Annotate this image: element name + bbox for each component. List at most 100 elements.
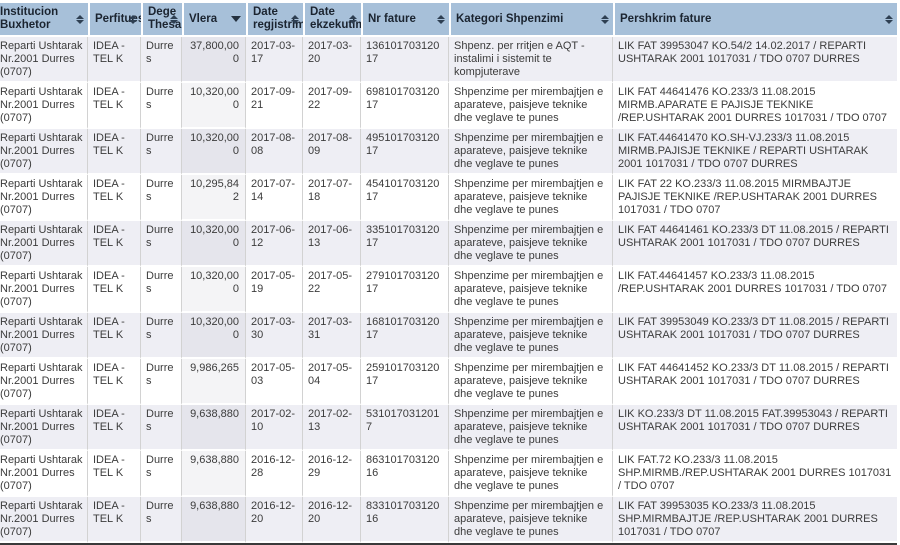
cell-date-ekzekutimi: 2017-09-22 [303, 83, 361, 129]
cell-date-ekzekutimi: 2017-05-22 [303, 267, 361, 313]
column-label: Nr fature [368, 12, 416, 25]
cell-dege-thesari: Durres [141, 405, 182, 451]
cell-date-regjistrimi: 2016-12-28 [246, 451, 303, 497]
table-row: Reparti Ushtarak Nr.2001 Durres (0707) ID… [0, 313, 897, 359]
column-header-nr-fature[interactable]: Nr fature [361, 3, 449, 37]
cell-nr-fature: 33510170312017 [361, 221, 449, 267]
cell-nr-fature: 83310170312016 [361, 497, 449, 543]
cell-kategori: Shpenzime per mirembajtjen e aparateve, … [449, 497, 613, 543]
sort-both-icon[interactable] [349, 14, 357, 24]
cell-kategori: Shpenzime per mirembajtjen e aparateve, … [449, 451, 613, 497]
cell-perfitues: IDEA - TEL K [88, 267, 141, 313]
cell-kategori: Shpenzime per mirembajtjen e aparateve, … [449, 267, 613, 313]
cell-dege-thesari: Durres [141, 359, 182, 405]
cell-institucion: Reparti Ushtarak Nr.2001 Durres (0707) [0, 83, 88, 129]
sort-both-icon[interactable] [601, 14, 609, 24]
cell-institucion: Reparti Ushtarak Nr.2001 Durres (0707) [0, 221, 88, 267]
cell-date-ekzekutimi: 2016-12-29 [303, 451, 361, 497]
sort-both-icon[interactable] [170, 14, 178, 24]
table-header: Institucion Buxhetor Perfitues Dege Thes… [0, 3, 897, 37]
cell-perfitues: IDEA - TEL K [88, 405, 141, 451]
cell-dege-thesari: Durres [141, 221, 182, 267]
sort-both-icon[interactable] [885, 14, 893, 24]
column-header-date-ekzekutimi[interactable]: Date ekzekutimi [303, 3, 361, 37]
cell-dege-thesari: Durres [141, 497, 182, 543]
cell-date-regjistrimi: 2017-06-12 [246, 221, 303, 267]
table-row: Reparti Ushtarak Nr.2001 Durres (0707) ID… [0, 359, 897, 405]
cell-vlera: 9,638,880 [182, 405, 246, 451]
sort-descending-icon[interactable] [231, 16, 241, 22]
column-header-institucion-buxhetor[interactable]: Institucion Buxhetor [0, 3, 88, 37]
cell-date-ekzekutimi: 2016-12-20 [303, 497, 361, 543]
column-label: Date regjistrimi [253, 6, 303, 31]
cell-nr-fature: 13610170312017 [361, 37, 449, 83]
cell-nr-fature: 16810170312017 [361, 313, 449, 359]
table-row: Reparti Ushtarak Nr.2001 Durres (0707) ID… [0, 405, 897, 451]
table-row: Reparti Ushtarak Nr.2001 Durres (0707) ID… [0, 267, 897, 313]
column-header-perfitues[interactable]: Perfitues [88, 3, 141, 37]
column-header-dege-thesari[interactable]: Dege Thesari [141, 3, 182, 37]
table-row: Reparti Ushtarak Nr.2001 Durres (0707) ID… [0, 83, 897, 129]
cell-date-regjistrimi: 2017-05-19 [246, 267, 303, 313]
table-row: Reparti Ushtarak Nr.2001 Durres (0707) ID… [0, 451, 897, 497]
column-label: Institucion Buxhetor [0, 6, 59, 31]
cell-pershkrim: LIK FAT 39953035 KO.233/3 11.08.2015 SHP… [613, 497, 897, 543]
column-header-pershkrim-fature[interactable]: Pershkrim fature [613, 3, 897, 37]
cell-institucion: Reparti Ushtarak Nr.2001 Durres (0707) [0, 37, 88, 83]
cell-dege-thesari: Durres [141, 37, 182, 83]
cell-institucion: Reparti Ushtarak Nr.2001 Durres (0707) [0, 267, 88, 313]
cell-nr-fature: 86310170312016 [361, 451, 449, 497]
cell-kategori: Shpenzime per mirembajtjen e aparateve, … [449, 359, 613, 405]
cell-perfitues: IDEA - TEL K [88, 497, 141, 543]
sort-both-icon[interactable] [437, 14, 445, 24]
cell-pershkrim: LIK FAT 44641476 KO.233/3 11.08.2015 MIR… [613, 83, 897, 129]
cell-institucion: Reparti Ushtarak Nr.2001 Durres (0707) [0, 405, 88, 451]
cell-dege-thesari: Durres [141, 129, 182, 175]
cell-pershkrim: LIK FAT 22 KO.233/3 11.08.2015 MIRMBAJTJ… [613, 175, 897, 221]
cell-dege-thesari: Durres [141, 83, 182, 129]
cell-vlera: 10,295,842 [182, 175, 246, 221]
sort-both-icon[interactable] [76, 14, 84, 24]
sort-both-icon[interactable] [291, 14, 299, 24]
cell-date-ekzekutimi: 2017-05-04 [303, 359, 361, 405]
cell-pershkrim: LIK FAT 44641452 KO.233/3 DT 11.08.2015 … [613, 359, 897, 405]
sort-both-icon[interactable] [129, 14, 137, 24]
cell-pershkrim: LIK FAT 44641461 KO.233/3 DT 11.08.2015 … [613, 221, 897, 267]
cell-vlera: 10,320,000 [182, 221, 246, 267]
table-row: Reparti Ushtarak Nr.2001 Durres (0707) ID… [0, 37, 897, 83]
cell-date-regjistrimi: 2017-02-10 [246, 405, 303, 451]
invoice-table-container: Institucion Buxhetor Perfitues Dege Thes… [0, 3, 897, 545]
cell-nr-fature: 45410170312017 [361, 175, 449, 221]
cell-kategori: Shpenz. per rritjen e AQT - instalimi i … [449, 37, 613, 83]
table-row: Reparti Ushtarak Nr.2001 Durres (0707) ID… [0, 497, 897, 543]
column-header-kategori-shpenzimi[interactable]: Kategori Shpenzimi [449, 3, 613, 37]
cell-nr-fature: 69810170312017 [361, 83, 449, 129]
cell-date-regjistrimi: 2017-05-03 [246, 359, 303, 405]
cell-dege-thesari: Durres [141, 267, 182, 313]
cell-nr-fature: 25910170312017 [361, 359, 449, 405]
column-header-date-regjistrimi[interactable]: Date regjistrimi [246, 3, 303, 37]
cell-kategori: Shpenzime per mirembajtjen e aparateve, … [449, 83, 613, 129]
cell-perfitues: IDEA - TEL K [88, 359, 141, 405]
cell-vlera: 9,638,880 [182, 451, 246, 497]
cell-nr-fature: 49510170312017 [361, 129, 449, 175]
cell-dege-thesari: Durres [141, 175, 182, 221]
column-header-vlera[interactable]: Vlera [182, 3, 246, 37]
cell-perfitues: IDEA - TEL K [88, 313, 141, 359]
cell-date-ekzekutimi: 2017-03-20 [303, 37, 361, 83]
cell-pershkrim: LIK FAT.44641457 KO.233/3 11.08.2015 /RE… [613, 267, 897, 313]
cell-perfitues: IDEA - TEL K [88, 221, 141, 267]
cell-institucion: Reparti Ushtarak Nr.2001 Durres (0707) [0, 359, 88, 405]
cell-institucion: Reparti Ushtarak Nr.2001 Durres (0707) [0, 175, 88, 221]
cell-pershkrim: LIK FAT.72 KO.233/3 11.08.2015 SHP.MIRMB… [613, 451, 897, 497]
cell-perfitues: IDEA - TEL K [88, 37, 141, 83]
cell-kategori: Shpenzime per mirembajtjen e aparateve, … [449, 129, 613, 175]
cell-nr-fature: 27910170312017 [361, 267, 449, 313]
cell-kategori: Shpenzime per mirembajtjen e aparateve, … [449, 175, 613, 221]
cell-perfitues: IDEA - TEL K [88, 129, 141, 175]
cell-institucion: Reparti Ushtarak Nr.2001 Durres (0707) [0, 313, 88, 359]
cell-date-regjistrimi: 2016-12-20 [246, 497, 303, 543]
cell-dege-thesari: Durres [141, 451, 182, 497]
table-body: Reparti Ushtarak Nr.2001 Durres (0707) ID… [0, 37, 897, 543]
cell-vlera: 37,800,000 [182, 37, 246, 83]
